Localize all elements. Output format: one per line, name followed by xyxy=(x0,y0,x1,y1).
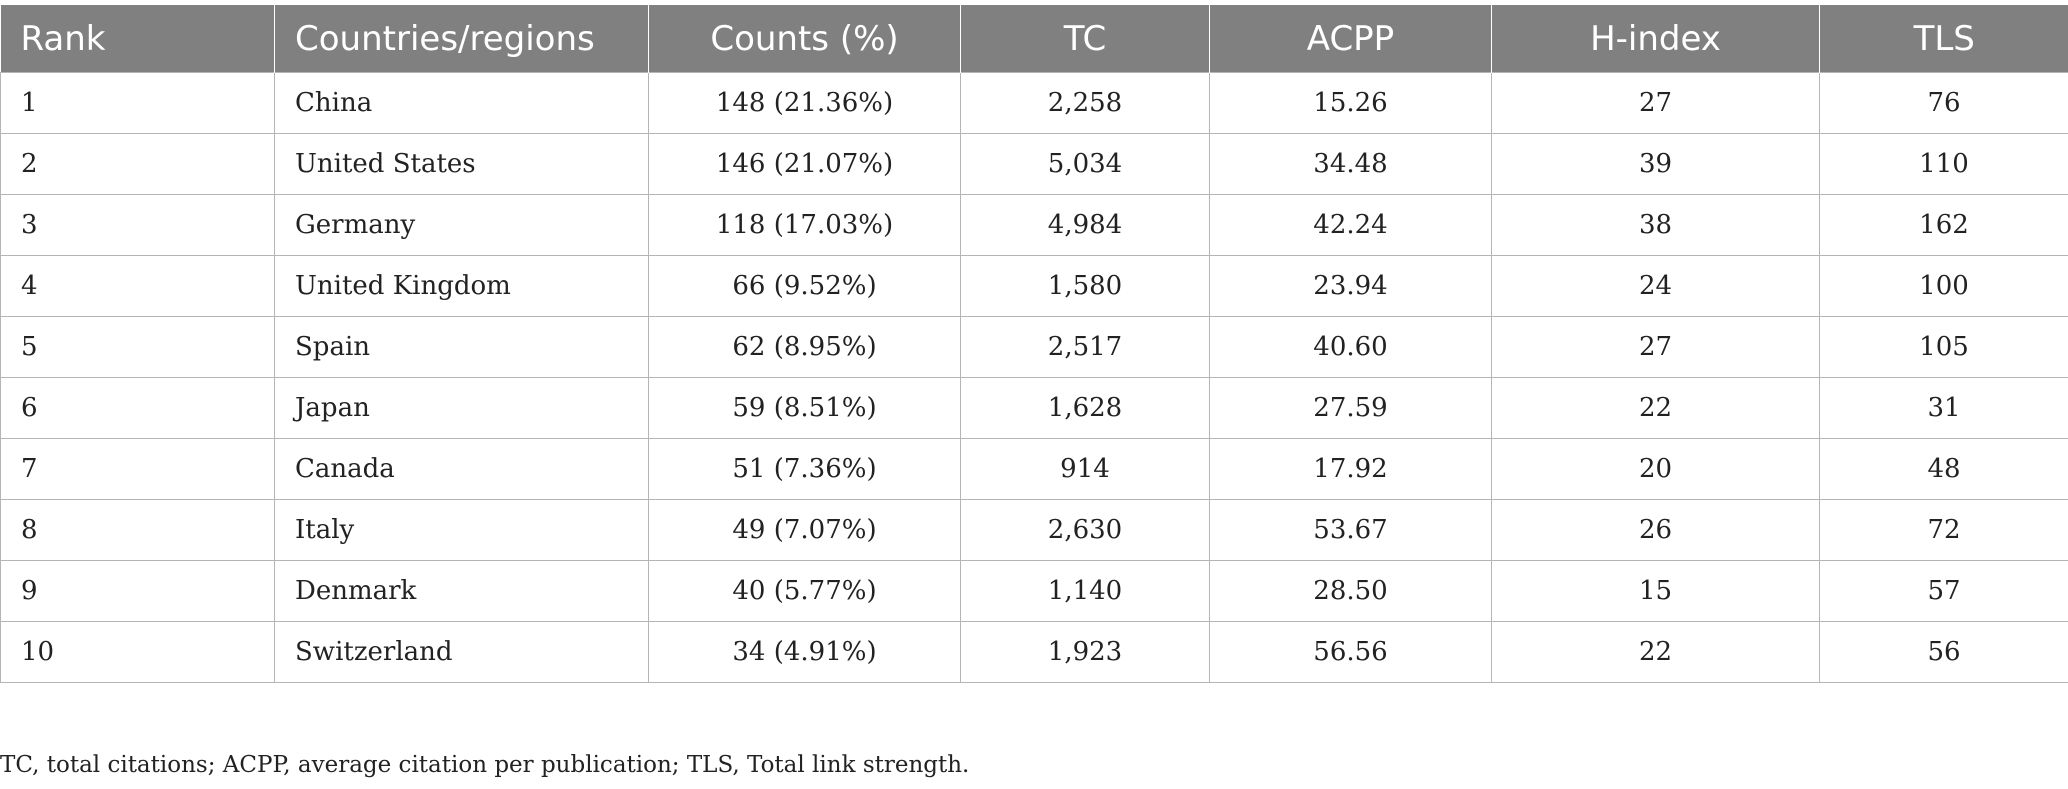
cell-counts: 51 (7.36%) xyxy=(648,438,961,500)
table-row: 4 United Kingdom 66 (9.52%) 1,580 23.94 24 100 xyxy=(0,255,2068,317)
cell-tls: 56 xyxy=(1819,621,2068,683)
cell-tc: 2,517 xyxy=(960,316,1210,378)
cell-tls: 31 xyxy=(1819,377,2068,439)
cell-counts: 49 (7.07%) xyxy=(648,499,961,561)
cell-rank: 1 xyxy=(0,72,275,134)
cell-h-index: 27 xyxy=(1491,72,1820,134)
cell-acpp: 40.60 xyxy=(1209,316,1492,378)
cell-tc: 4,984 xyxy=(960,194,1210,256)
cell-rank: 3 xyxy=(0,194,275,256)
cell-tls: 76 xyxy=(1819,72,2068,134)
cell-counts: 34 (4.91%) xyxy=(648,621,961,683)
cell-tc: 1,140 xyxy=(960,560,1210,622)
cell-acpp: 28.50 xyxy=(1209,560,1492,622)
cell-tls: 57 xyxy=(1819,560,2068,622)
table-row: 6 Japan 59 (8.51%) 1,628 27.59 22 31 xyxy=(0,377,2068,439)
table-body: 1 China 148 (21.36%) 2,258 15.26 27 76 2 United … xyxy=(0,72,2068,683)
header-counts: Counts (%) xyxy=(648,5,961,73)
cell-country: Spain xyxy=(274,316,649,378)
cell-tls: 162 xyxy=(1819,194,2068,256)
header-h-index: H-index xyxy=(1491,5,1820,73)
cell-country: Italy xyxy=(274,499,649,561)
cell-tc: 2,258 xyxy=(960,72,1210,134)
cell-acpp: 15.26 xyxy=(1209,72,1492,134)
table-container: Rank Countries/regions Counts (%) TC ACP… xyxy=(0,5,2068,683)
table-row: 2 United States 146 (21.07%) 5,034 34.48 39 11… xyxy=(0,133,2068,195)
cell-country: Canada xyxy=(274,438,649,500)
cell-tls: 110 xyxy=(1819,133,2068,195)
cell-counts: 66 (9.52%) xyxy=(648,255,961,317)
cell-country: Japan xyxy=(274,377,649,439)
header-tls: TLS xyxy=(1819,5,2068,73)
header-tc: TC xyxy=(960,5,1210,73)
cell-counts: 62 (8.95%) xyxy=(648,316,961,378)
table-row: 9 Denmark 40 (5.77%) 1,140 28.50 15 57 xyxy=(0,560,2068,622)
table-footnote: TC, total citations; ACPP, average citat… xyxy=(0,752,970,778)
cell-country: United Kingdom xyxy=(274,255,649,317)
cell-rank: 10 xyxy=(0,621,275,683)
cell-h-index: 24 xyxy=(1491,255,1820,317)
cell-h-index: 22 xyxy=(1491,377,1820,439)
cell-country: Denmark xyxy=(274,560,649,622)
table-row: 7 Canada 51 (7.36%) 914 17.92 20 48 xyxy=(0,438,2068,500)
cell-country: Switzerland xyxy=(274,621,649,683)
cell-counts: 148 (21.36%) xyxy=(648,72,961,134)
cell-acpp: 23.94 xyxy=(1209,255,1492,317)
cell-h-index: 15 xyxy=(1491,560,1820,622)
header-rank: Rank xyxy=(0,5,275,73)
cell-country: Germany xyxy=(274,194,649,256)
cell-country: China xyxy=(274,72,649,134)
header-country: Countries/regions xyxy=(274,5,649,73)
cell-counts: 146 (21.07%) xyxy=(648,133,961,195)
cell-h-index: 22 xyxy=(1491,621,1820,683)
cell-rank: 2 xyxy=(0,133,275,195)
header-acpp: ACPP xyxy=(1209,5,1492,73)
cell-acpp: 42.24 xyxy=(1209,194,1492,256)
cell-tc: 1,580 xyxy=(960,255,1210,317)
cell-h-index: 27 xyxy=(1491,316,1820,378)
cell-counts: 40 (5.77%) xyxy=(648,560,961,622)
table-row: 1 China 148 (21.36%) 2,258 15.26 27 76 xyxy=(0,72,2068,134)
cell-h-index: 39 xyxy=(1491,133,1820,195)
cell-counts: 59 (8.51%) xyxy=(648,377,961,439)
cell-tc: 914 xyxy=(960,438,1210,500)
table-row: 3 Germany 118 (17.03%) 4,984 42.24 38 162 xyxy=(0,194,2068,256)
cell-tc: 2,630 xyxy=(960,499,1210,561)
cell-h-index: 20 xyxy=(1491,438,1820,500)
cell-acpp: 17.92 xyxy=(1209,438,1492,500)
cell-acpp: 56.56 xyxy=(1209,621,1492,683)
header-row: Rank Countries/regions Counts (%) TC ACP… xyxy=(0,5,2068,73)
cell-country: United States xyxy=(274,133,649,195)
cell-tls: 100 xyxy=(1819,255,2068,317)
table-row: 8 Italy 49 (7.07%) 2,630 53.67 26 72 xyxy=(0,499,2068,561)
cell-rank: 7 xyxy=(0,438,275,500)
cell-acpp: 53.67 xyxy=(1209,499,1492,561)
countries-table: Rank Countries/regions Counts (%) TC ACP… xyxy=(0,5,2068,683)
cell-rank: 5 xyxy=(0,316,275,378)
cell-tc: 5,034 xyxy=(960,133,1210,195)
cell-rank: 8 xyxy=(0,499,275,561)
cell-tc: 1,923 xyxy=(960,621,1210,683)
cell-h-index: 26 xyxy=(1491,499,1820,561)
table-row: 10 Switzerland 34 (4.91%) 1,923 56.56 22 56 xyxy=(0,621,2068,683)
cell-h-index: 38 xyxy=(1491,194,1820,256)
cell-rank: 9 xyxy=(0,560,275,622)
cell-tls: 72 xyxy=(1819,499,2068,561)
cell-tls: 105 xyxy=(1819,316,2068,378)
cell-counts: 118 (17.03%) xyxy=(648,194,961,256)
cell-acpp: 34.48 xyxy=(1209,133,1492,195)
cell-tls: 48 xyxy=(1819,438,2068,500)
cell-rank: 4 xyxy=(0,255,275,317)
cell-tc: 1,628 xyxy=(960,377,1210,439)
cell-acpp: 27.59 xyxy=(1209,377,1492,439)
cell-rank: 6 xyxy=(0,377,275,439)
table-row: 5 Spain 62 (8.95%) 2,517 40.60 27 105 xyxy=(0,316,2068,378)
